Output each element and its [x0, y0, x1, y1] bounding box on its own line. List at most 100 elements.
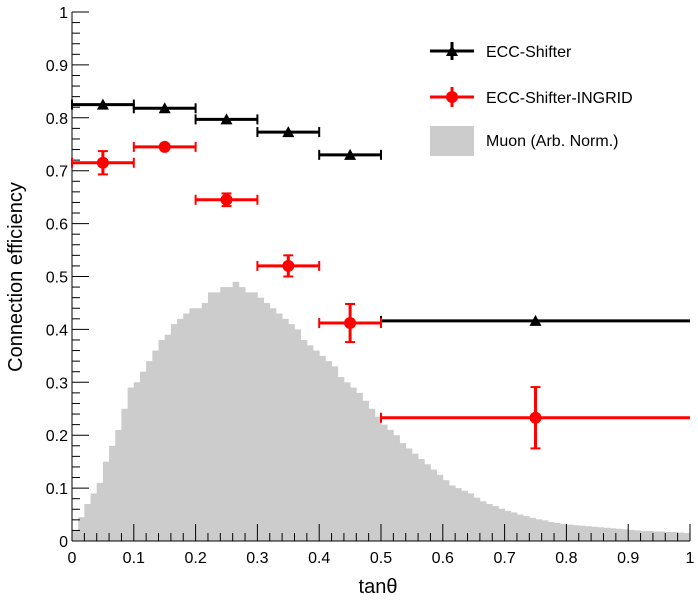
histogram-bin: [467, 493, 475, 541]
histogram-bin: [368, 408, 376, 541]
histogram-bin: [418, 459, 425, 541]
histogram-bin: [170, 324, 178, 541]
histogram-bin: [411, 453, 419, 541]
y-tick-label: 0: [59, 534, 68, 551]
histogram-bin: [461, 490, 468, 541]
histogram-bin: [282, 318, 289, 541]
histogram-bin: [356, 392, 363, 541]
x-tick-label: 0.3: [246, 550, 268, 567]
histogram-bin: [331, 366, 339, 541]
legend-item-ecc-shifter: ECC-Shifter: [430, 42, 572, 61]
histogram-bin: [381, 424, 388, 541]
histogram-bin: [183, 313, 190, 541]
histogram-bin: [263, 302, 271, 541]
data-point-circle: [282, 259, 295, 272]
histogram-bin: [541, 520, 549, 541]
histogram-bin: [245, 292, 252, 541]
histogram-bin: [516, 514, 524, 541]
x-tick-label: 0.6: [432, 550, 454, 567]
histogram-bin: [547, 521, 555, 541]
y-tick-label: 0.6: [46, 217, 68, 234]
x-tick-label: 1: [686, 550, 695, 567]
histogram-bin: [226, 287, 234, 541]
histogram-bin: [455, 488, 462, 541]
histogram-bin: [473, 497, 481, 541]
histogram-bin: [152, 350, 159, 541]
histogram-bin: [133, 382, 141, 541]
x-tick-label: 0: [68, 550, 77, 567]
axis-ticks: [71, 11, 691, 542]
data-point-circle: [529, 411, 542, 424]
data-point-circle: [220, 193, 233, 206]
histogram-bin: [337, 377, 345, 541]
legend-label-muon: Muon (Arb. Norm.): [486, 133, 618, 150]
histogram-bin: [300, 339, 308, 541]
y-tick-label: 0.4: [46, 322, 68, 339]
histogram-bin: [566, 524, 573, 541]
histogram-bin: [399, 443, 407, 541]
histogram-bin: [683, 533, 691, 541]
histogram-bin: [442, 480, 450, 541]
histogram-bin: [306, 345, 314, 541]
data-series: [71, 98, 690, 450]
x-tick-label: 0.5: [370, 550, 392, 567]
data-point-triangle: [96, 98, 109, 110]
histogram-bin: [677, 532, 685, 541]
histogram-bin: [535, 519, 543, 541]
histogram-bin: [78, 517, 85, 541]
histogram-bin: [220, 287, 227, 541]
y-tick-label: 1: [59, 5, 68, 22]
histogram-bin: [343, 382, 351, 541]
x-tick-labels: 0 0.1 0.2 0.3 0.4 0.5 0.6 0.7 0.8 0.9 1: [68, 550, 695, 567]
histogram-bin: [177, 318, 184, 541]
histogram-bin: [523, 516, 530, 541]
histogram-bin: [640, 530, 648, 541]
legend-label-ecc-shifter-ingrid: ECC-Shifter-INGRID: [486, 90, 633, 107]
x-tick-label: 0.7: [493, 550, 515, 567]
histogram-bin: [127, 387, 135, 541]
histogram-bin: [572, 525, 580, 541]
x-axis-title: tanθ: [359, 576, 398, 598]
y-tick-label: 0.2: [46, 428, 68, 445]
histogram-bin: [115, 429, 122, 541]
x-tick-label: 0.1: [123, 550, 145, 567]
histogram-bin: [591, 526, 598, 541]
y-tick-label: 0.8: [46, 111, 68, 128]
data-point-triangle: [220, 113, 233, 125]
histogram-bin: [597, 527, 604, 541]
histogram-bin: [615, 528, 623, 541]
histogram-bin: [102, 461, 110, 541]
data-point-circle: [158, 140, 171, 153]
data-point-circle: [344, 317, 357, 330]
histogram-bin: [325, 361, 332, 541]
y-tick-label: 0.9: [46, 58, 68, 75]
histogram-bin: [195, 308, 203, 541]
histogram-bin: [424, 464, 431, 541]
y-tick-label: 0.3: [46, 375, 68, 392]
histogram-bin: [207, 292, 215, 541]
histogram-bin: [665, 532, 672, 541]
histogram-bin: [257, 297, 264, 541]
histogram-bin: [448, 485, 456, 541]
histogram-bin: [164, 334, 172, 541]
histogram-bin: [486, 503, 493, 541]
histogram-bin: [72, 530, 79, 541]
histogram-bin: [121, 408, 129, 541]
series-ecc-shifter-ingrid: [71, 140, 690, 450]
histogram-bin: [652, 531, 660, 541]
y-tick-label: 0.5: [46, 270, 68, 287]
x-tick-label: 0.4: [308, 550, 330, 567]
histogram-bin: [498, 508, 505, 541]
histogram-bin: [275, 313, 283, 541]
x-tick-label: 0.9: [617, 550, 639, 567]
histogram-bin: [96, 482, 104, 541]
legend-item-muon: Muon (Arb. Norm.): [430, 126, 618, 156]
histogram-bin: [350, 387, 357, 541]
legend: ECC-Shifter ECC-Shifter-INGRID Muon (Arb…: [430, 42, 633, 156]
legend-item-ecc-shifter-ingrid: ECC-Shifter-INGRID: [430, 87, 633, 107]
histogram-bin: [659, 531, 666, 541]
histogram-bin: [374, 416, 382, 541]
histogram-bin: [294, 329, 302, 541]
histogram-bin: [492, 506, 499, 541]
